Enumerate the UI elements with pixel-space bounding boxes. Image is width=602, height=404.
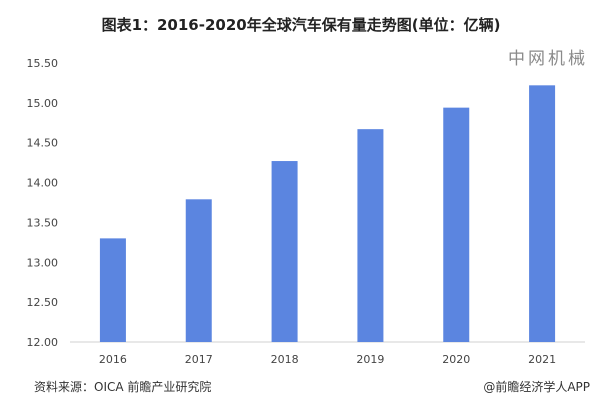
x-tick-label: 2016 xyxy=(99,353,127,366)
bar-2017 xyxy=(185,199,212,342)
y-tick-label: 13.00 xyxy=(27,256,59,269)
bar-2016 xyxy=(99,238,126,342)
chart-title: 图表1：2016-2020年全球汽车保有量走势图(单位：亿辆) xyxy=(101,16,501,34)
x-tick-label: 2018 xyxy=(271,353,299,366)
x-tick-label: 2017 xyxy=(185,353,213,366)
bar-2021 xyxy=(529,85,556,342)
x-tick-label: 2020 xyxy=(442,353,470,366)
y-tick-label: 14.50 xyxy=(27,137,59,150)
x-tick-label: 2019 xyxy=(356,353,384,366)
watermark: 中网机械 xyxy=(508,49,588,69)
x-tick-label: 2021 xyxy=(528,353,556,366)
y-tick-label: 12.00 xyxy=(27,336,59,349)
bar-2020 xyxy=(443,107,470,342)
y-tick-label: 15.00 xyxy=(27,97,59,110)
y-tick-label: 13.50 xyxy=(27,216,59,229)
y-tick-label: 15.50 xyxy=(27,57,59,70)
bar-2018 xyxy=(271,161,298,342)
y-tick-label: 14.00 xyxy=(27,177,59,190)
y-tick-label: 12.50 xyxy=(27,296,59,309)
source-note: 资料来源：OICA 前瞻产业研究院 xyxy=(34,380,212,394)
bar-2019 xyxy=(357,129,384,342)
credit-note: @前瞻经济学人APP xyxy=(483,380,590,394)
